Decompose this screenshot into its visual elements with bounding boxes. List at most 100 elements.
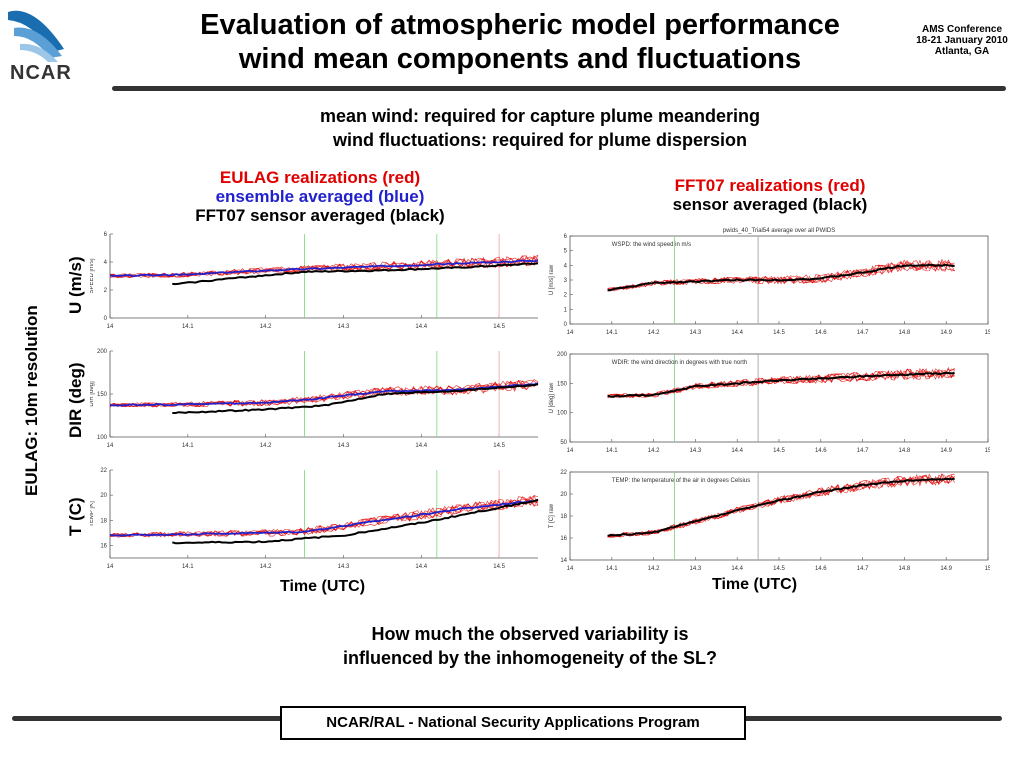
x-axis-label-right: Time (UTC) xyxy=(712,576,798,593)
legend-eulag-realizations: EULAG realizations (red) xyxy=(219,168,421,187)
sensor-average-line xyxy=(172,498,539,545)
y-tick-label: 100 xyxy=(97,435,108,441)
right-legend: FFT07 realizations (red) sensor averaged… xyxy=(620,176,920,214)
row-label-dir: DIR (deg) xyxy=(66,362,85,438)
title-line-2: wind mean components and fluctuations xyxy=(238,43,802,75)
ncar-logo: NCAR xyxy=(4,4,112,86)
conference-name: AMS Conference xyxy=(921,24,1002,35)
realization-line xyxy=(109,495,539,538)
x-tick-label: 14.9 xyxy=(940,448,952,454)
x-tick-label: 14.2 xyxy=(648,330,660,336)
side-label-eulag-resolution: EULAG: 10m resolution xyxy=(22,305,41,496)
x-tick-label: 14.8 xyxy=(899,448,911,454)
y-tick-label: 18 xyxy=(100,518,107,524)
x-tick-label: 14.3 xyxy=(338,324,350,330)
legend-ensemble-averaged: ensemble averaged (blue) xyxy=(215,187,425,206)
y-tick-label: 22 xyxy=(100,468,107,474)
sensor-average-line xyxy=(607,477,955,537)
x-tick-label: 15 xyxy=(985,566,990,572)
realization-line xyxy=(109,379,539,408)
x-tick-label: 14.2 xyxy=(648,566,660,572)
conference-location: Atlanta, GA xyxy=(934,46,990,57)
plot-frame xyxy=(569,353,989,443)
conference-info: AMS Conference 18-21 January 2010 Atlant… xyxy=(908,24,1016,57)
y-tick-label: 150 xyxy=(557,381,568,387)
y-tick-label: 14 xyxy=(560,558,567,564)
x-tick-label: 14.2 xyxy=(260,564,272,570)
ncar-logo-text: NCAR xyxy=(10,62,72,84)
ncar-logo-swoosh-icon xyxy=(8,10,64,62)
y-axis-label: U [deg] raw xyxy=(549,382,555,413)
y-axis-label: U [m/s] raw xyxy=(549,264,555,295)
x-tick-label: 14.7 xyxy=(857,330,869,336)
sensor-average-line xyxy=(607,263,955,292)
slide-title: Evaluation of atmospheric model performa… xyxy=(110,8,930,76)
y-tick-label: 5 xyxy=(564,249,568,255)
x-tick-label: 14.5 xyxy=(493,324,505,330)
left-legend: EULAG realizations (red) ensemble averag… xyxy=(150,168,490,225)
x-tick-label: 14.1 xyxy=(606,330,618,336)
header-rule xyxy=(112,86,1006,91)
legend-sensor-averaged: sensor averaged (black) xyxy=(672,195,868,214)
legend-fft07-realizations: FFT07 realizations (red) xyxy=(674,176,866,195)
y-tick-label: 0 xyxy=(104,316,108,322)
sensor-average-line xyxy=(607,371,955,398)
title-line-1: Evaluation of atmospheric model performa… xyxy=(200,9,840,41)
x-tick-label: 14.2 xyxy=(260,324,272,330)
chart-annotation: TEMP: the temperature of the air in degr… xyxy=(612,478,750,484)
x-tick-label: 14.4 xyxy=(731,566,743,572)
x-tick-label: 14.9 xyxy=(940,330,952,336)
y-tick-label: 200 xyxy=(97,349,108,355)
y-axis-label: DIR [deg] xyxy=(90,381,95,407)
y-tick-label: 150 xyxy=(97,392,108,398)
realization-line xyxy=(109,496,539,538)
x-tick-label: 14.1 xyxy=(182,324,194,330)
chart-eulag-temp: 14 14.1 14.2 14.3 14.4 14.5 16 18 20 22 TEMP [K] xyxy=(90,468,539,570)
y-tick-label: 6 xyxy=(564,234,568,240)
x-tick-label: 14.8 xyxy=(899,566,911,572)
x-tick-label: 15 xyxy=(985,330,990,336)
realization-line xyxy=(109,256,539,278)
x-tick-label: 14.9 xyxy=(940,566,952,572)
y-tick-label: 4 xyxy=(564,263,568,269)
subtitle: mean wind: required for capture plume me… xyxy=(150,104,930,152)
x-tick-label: 14 xyxy=(107,564,114,570)
y-axis-label: TEMP [K] xyxy=(90,501,95,527)
x-tick-label: 14.4 xyxy=(731,448,743,454)
x-tick-label: 14 xyxy=(567,566,574,572)
chart-fft07-dir: 14 14.1 14.2 14.3 14.4 14.5 14.6 14.7 14.8 14.9 15… xyxy=(549,352,990,454)
y-tick-label: 0 xyxy=(564,322,568,328)
chart-annotation: WSPD: the wind speed in m/s xyxy=(612,242,691,248)
y-axis-label: T [C] raw xyxy=(549,503,555,528)
chart-eulag-dir: 14 14.1 14.2 14.3 14.4 14.5 100 150 200 DIR [deg] xyxy=(90,349,539,449)
x-tick-label: 14.5 xyxy=(493,443,505,449)
x-tick-label: 14.4 xyxy=(415,443,427,449)
x-tick-label: 14.1 xyxy=(606,448,618,454)
x-tick-label: 14 xyxy=(107,443,114,449)
y-tick-label: 2 xyxy=(104,288,108,294)
realization-line xyxy=(109,498,539,537)
x-axis-label-left: Time (UTC) xyxy=(280,578,366,595)
chart-fft07-temp: 14 14.1 14.2 14.3 14.4 14.5 14.6 14.7 14.8 14.9 15… xyxy=(549,470,990,572)
closing-question: How much the observed variability is inf… xyxy=(200,622,860,670)
x-tick-label: 14.4 xyxy=(415,564,427,570)
x-tick-label: 14.5 xyxy=(773,448,785,454)
y-tick-label: 16 xyxy=(560,536,567,542)
x-tick-label: 14.5 xyxy=(773,330,785,336)
plot-frame xyxy=(569,471,989,561)
question-line-1: How much the observed variability is xyxy=(371,624,689,644)
x-tick-label: 14.5 xyxy=(773,566,785,572)
x-tick-label: 14.8 xyxy=(899,330,911,336)
x-tick-label: 14.3 xyxy=(690,448,702,454)
row-label-speed: U (m/s) xyxy=(66,256,85,314)
ensemble-average-line xyxy=(109,259,539,278)
footer-program: NCAR/RAL - National Security Application… xyxy=(280,706,746,740)
x-tick-label: 14.1 xyxy=(606,566,618,572)
y-tick-label: 20 xyxy=(100,493,107,499)
x-tick-label: 14.3 xyxy=(338,564,350,570)
ensemble-average-line xyxy=(109,498,539,537)
realization-line xyxy=(109,255,539,279)
y-tick-label: 100 xyxy=(557,411,568,417)
subtitle-line-1: mean wind: required for capture plume me… xyxy=(319,106,761,126)
y-tick-label: 4 xyxy=(104,260,108,266)
